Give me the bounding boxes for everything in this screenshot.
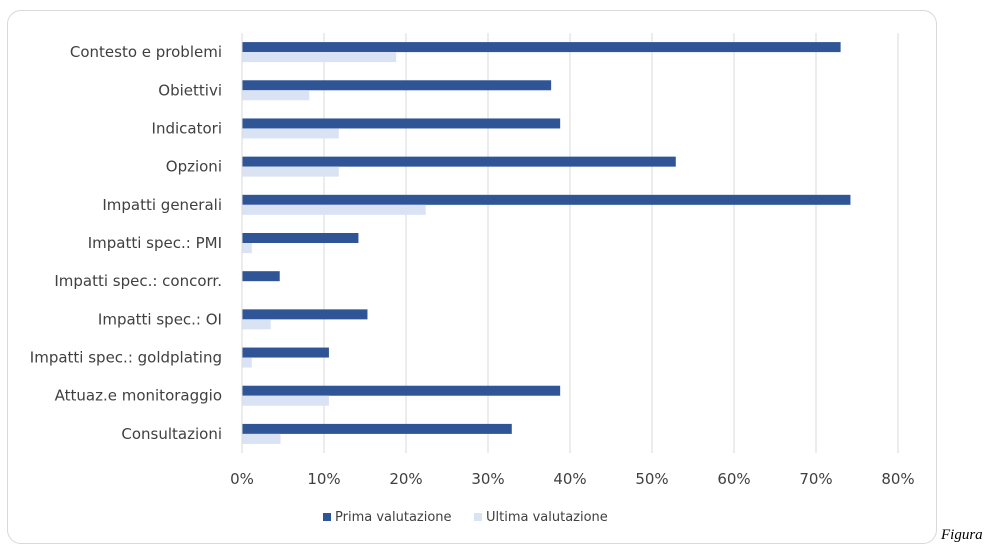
bar-ultima-valutazione — [242, 433, 281, 444]
x-tick-label: 40% — [553, 470, 586, 488]
x-tick-label: 20% — [389, 470, 422, 488]
bar-ultima-valutazione — [242, 395, 329, 406]
x-tick-label: 60% — [717, 470, 750, 488]
bar-ultima-valutazione — [242, 166, 339, 177]
category-label: Attuaz.e monitoraggio — [55, 387, 222, 405]
category-label: Impatti spec.: OI — [98, 310, 222, 328]
bar-prima-valutazione — [242, 42, 841, 53]
category-label: Contesto e problemi — [70, 43, 222, 61]
category-label: Impatti spec.: goldplating — [30, 349, 222, 367]
category-label: Opzioni — [166, 158, 222, 176]
category-label: Impatti spec.: concorr. — [54, 272, 222, 290]
bar-prima-valutazione — [242, 423, 512, 434]
bar-prima-valutazione — [242, 194, 851, 205]
x-tick-label: 50% — [635, 470, 668, 488]
bar-prima-valutazione — [242, 118, 561, 129]
bar-prima-valutazione — [242, 156, 676, 167]
figure-caption: Figura — [941, 527, 983, 543]
chart-frame — [7, 10, 937, 544]
bar-prima-valutazione — [242, 309, 368, 320]
legend-swatch-ultima — [474, 513, 482, 521]
x-tick-label: 80% — [881, 470, 914, 488]
bar-prima-valutazione — [242, 347, 329, 358]
x-tick-label: 0% — [230, 470, 254, 488]
legend-label-prima: Prima valutazione — [335, 510, 452, 525]
bar-ultima-valutazione — [242, 319, 271, 330]
category-label: Consultazioni — [121, 425, 222, 443]
bar-ultima-valutazione — [242, 52, 397, 63]
legend-swatch-prima — [323, 513, 331, 521]
bar-ultima-valutazione — [242, 357, 252, 368]
category-label: Indicatori — [152, 119, 222, 137]
legend-label-ultima: Ultima valutazione — [486, 510, 608, 525]
bar-ultima-valutazione — [242, 128, 339, 139]
category-label: Obiettivi — [158, 81, 222, 99]
x-tick-label: 30% — [471, 470, 504, 488]
x-tick-label: 70% — [799, 470, 832, 488]
bar-ultima-valutazione — [242, 204, 426, 215]
category-label: Impatti generali — [102, 196, 222, 214]
bar-prima-valutazione — [242, 233, 359, 243]
x-tick-label: 10% — [307, 470, 340, 488]
bar-prima-valutazione — [242, 385, 561, 396]
bar-ultima-valutazione — [242, 243, 252, 253]
category-label: Impatti spec.: PMI — [88, 234, 222, 252]
bar-prima-valutazione — [242, 80, 552, 91]
bar-prima-valutazione — [242, 271, 280, 282]
bar-ultima-valutazione — [242, 90, 310, 101]
